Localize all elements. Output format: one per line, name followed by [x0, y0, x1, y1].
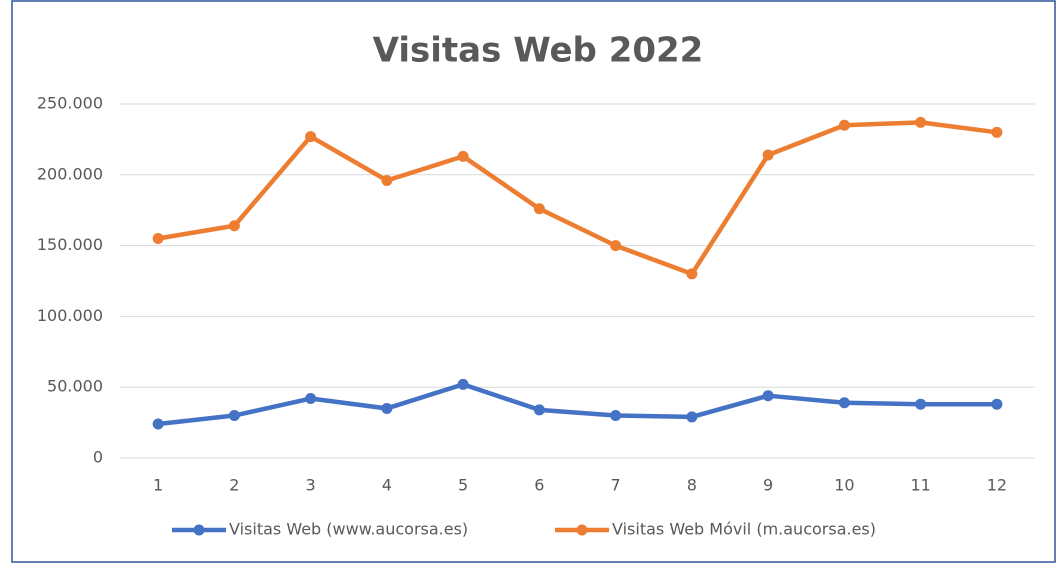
x-tick-label: 6 — [534, 476, 544, 495]
data-point — [838, 397, 850, 409]
x-tick-label: 7 — [611, 476, 621, 495]
data-point — [305, 393, 317, 405]
data-point — [457, 150, 469, 162]
data-point — [686, 411, 698, 423]
data-point — [838, 119, 850, 131]
legend-label: Visitas Web Móvil (m.aucorsa.es) — [612, 520, 876, 539]
data-point — [915, 398, 927, 410]
data-point — [381, 174, 393, 186]
data-point — [610, 410, 622, 422]
data-point — [152, 418, 164, 430]
data-point — [381, 402, 393, 414]
x-tick-label: 4 — [382, 476, 392, 495]
data-point — [991, 398, 1003, 410]
data-point — [228, 220, 240, 232]
y-tick-label: 0 — [93, 448, 103, 467]
legend-swatch-dot — [193, 524, 205, 536]
x-tick-label: 8 — [687, 476, 697, 495]
data-point — [533, 404, 545, 416]
y-tick-label: 200.000 — [37, 164, 103, 183]
x-tick-label: 11 — [910, 476, 930, 495]
data-point — [610, 240, 622, 252]
y-tick-label: 50.000 — [47, 377, 103, 396]
y-tick-label: 250.000 — [37, 94, 103, 113]
data-point — [457, 378, 469, 390]
data-point — [228, 410, 240, 422]
y-tick-label: 100.000 — [37, 306, 103, 325]
x-tick-label: 1 — [153, 476, 163, 495]
chart-frame — [11, 0, 1056, 563]
series-line — [157, 120, 998, 277]
data-point — [915, 116, 927, 128]
x-tick-label: 3 — [306, 476, 316, 495]
data-point — [686, 268, 698, 280]
series-line — [157, 382, 997, 427]
data-point — [762, 390, 774, 402]
chart-title: Visitas Web 2022 — [373, 31, 704, 71]
x-tick-label: 9 — [763, 476, 773, 495]
x-tick-label: 5 — [458, 476, 468, 495]
data-point — [991, 126, 1003, 138]
data-point — [152, 233, 164, 245]
legend-label: Visitas Web (www.aucorsa.es) — [229, 520, 468, 539]
data-point — [762, 149, 774, 161]
y-tick-label: 150.000 — [37, 235, 103, 254]
data-point — [305, 131, 317, 143]
legend-swatch-dot — [576, 524, 588, 536]
x-tick-label: 12 — [987, 476, 1007, 495]
data-point — [533, 203, 545, 215]
x-tick-label: 2 — [229, 476, 239, 495]
x-tick-label: 10 — [834, 476, 854, 495]
